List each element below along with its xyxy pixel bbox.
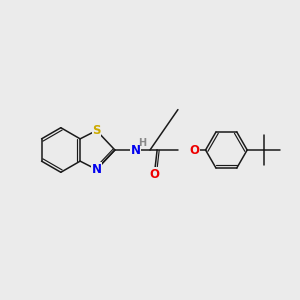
Text: O: O [189,143,199,157]
Text: O: O [150,168,160,181]
Text: S: S [92,124,101,137]
Text: H: H [138,139,146,148]
Text: N: N [131,143,141,157]
Text: N: N [92,163,101,176]
